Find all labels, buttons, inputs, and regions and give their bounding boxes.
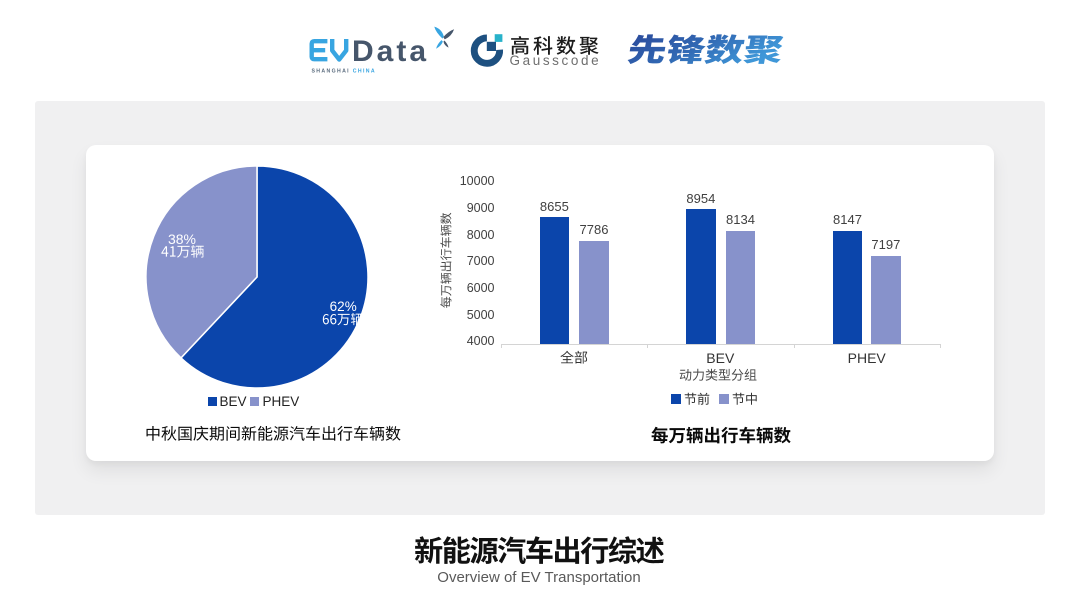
svg-text:Data: Data	[352, 35, 429, 68]
svg-text:SHANGHAI CHINA: SHANGHAI CHINA	[312, 69, 376, 75]
